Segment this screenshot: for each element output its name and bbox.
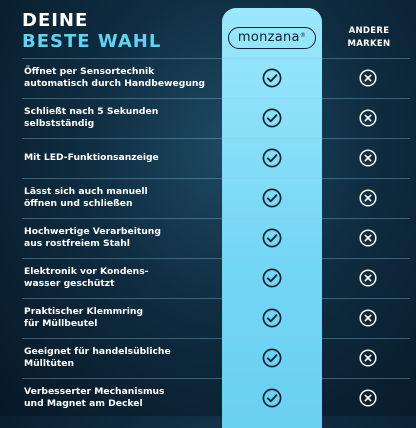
- check-icon: [262, 348, 282, 368]
- row-divider: [22, 58, 410, 59]
- cross-icon: [359, 149, 377, 167]
- comparison-row: Geeignet für handelsübliche Mülltüten: [0, 338, 416, 378]
- comparison-row: Verbesserter Mechanismus und Magnet am D…: [0, 378, 416, 418]
- row-divider: [22, 338, 410, 339]
- row-divider: [22, 378, 410, 379]
- check-icon: [262, 68, 282, 88]
- other-brands-line-2: MARKEN: [347, 39, 391, 49]
- check-icon: [262, 188, 282, 208]
- comparison-row: Elektronik vor Kondens- wasser geschützt: [0, 258, 416, 298]
- brand-name: monzana: [237, 30, 300, 45]
- check-icon: [262, 108, 282, 128]
- row-divider: [22, 258, 410, 259]
- comparison-row: Öffnet per Sensortechnik automatisch dur…: [0, 58, 416, 98]
- feature-label: Elektronik vor Kondens- wasser geschützt: [24, 266, 149, 289]
- feature-label: Schließt nach 5 Sekunden selbstständig: [24, 106, 159, 129]
- other-brands-header: ANDERE MARKEN: [330, 25, 408, 51]
- feature-label: Hochwertige Verarbeitung aus rostfreiem …: [24, 226, 161, 249]
- registered-mark: ®: [299, 32, 307, 39]
- comparison-row: Lässt sich auch manuell öffnen und schli…: [0, 178, 416, 218]
- feature-label: Mit LED-Funktionsanzeige: [24, 152, 159, 163]
- cross-icon: [359, 349, 377, 367]
- feature-label: Praktischer Klemmring für Müllbeutel: [24, 306, 143, 329]
- cross-icon: [359, 109, 377, 127]
- check-icon: [262, 228, 282, 248]
- comparison-row: Mit LED-Funktionsanzeige: [0, 138, 416, 178]
- feature-label: Geeignet für handelsübliche Mülltüten: [24, 346, 171, 369]
- check-icon: [262, 268, 282, 288]
- title-line-2: BESTE WAHL: [22, 31, 162, 52]
- check-icon: [262, 308, 282, 328]
- comparison-row: Schließt nach 5 Sekunden selbstständig: [0, 98, 416, 138]
- monzana-column: [222, 8, 322, 428]
- row-divider: [22, 138, 410, 139]
- cross-icon: [359, 309, 377, 327]
- title-line-1: DEINE: [22, 10, 89, 31]
- cross-icon: [359, 389, 377, 407]
- row-divider: [22, 178, 410, 179]
- row-divider: [22, 298, 410, 299]
- check-icon: [262, 388, 282, 408]
- comparison-row: Hochwertige Verarbeitung aus rostfreiem …: [0, 218, 416, 258]
- cross-icon: [359, 189, 377, 207]
- cross-icon: [359, 69, 377, 87]
- other-brands-line-1: ANDERE: [348, 26, 390, 36]
- row-divider: [22, 218, 410, 219]
- cross-icon: [359, 269, 377, 287]
- monzana-logo: monzana®: [228, 27, 316, 49]
- page-title: DEINE BESTE WAHL: [22, 10, 161, 52]
- feature-label: Öffnet per Sensortechnik automatisch dur…: [24, 66, 206, 89]
- feature-label: Verbesserter Mechanismus und Magnet am D…: [24, 386, 165, 409]
- comparison-row: Praktischer Klemmring für Müllbeutel: [0, 298, 416, 338]
- cross-icon: [359, 229, 377, 247]
- check-icon: [262, 148, 282, 168]
- row-divider: [22, 98, 410, 99]
- feature-label: Lässt sich auch manuell öffnen und schli…: [24, 186, 148, 209]
